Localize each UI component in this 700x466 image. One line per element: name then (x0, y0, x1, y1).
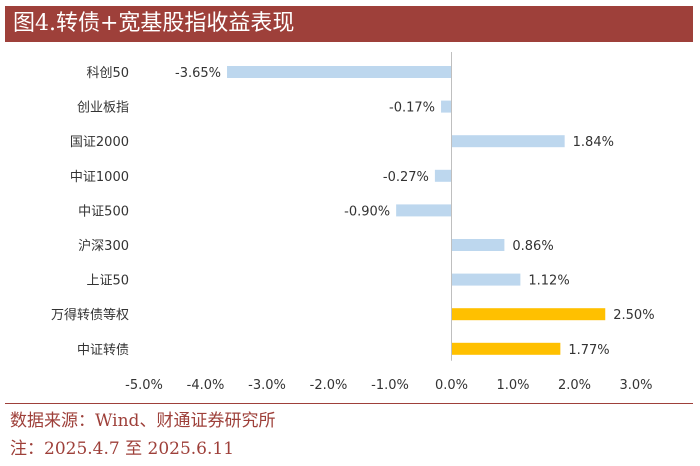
category-label: 中证转债 (77, 343, 129, 358)
bar (451, 135, 565, 148)
data-label: -3.65% (175, 66, 221, 81)
data-label: 1.12% (528, 274, 569, 289)
x-tick-label: 0.0% (435, 378, 468, 393)
category-label: 上证50 (86, 274, 129, 289)
x-tick-label: -2.0% (310, 378, 348, 393)
bar (227, 66, 452, 78)
category-label: 中证1000 (70, 170, 129, 185)
x-tick-label: -3.0% (248, 378, 286, 393)
bar (451, 273, 521, 286)
bar (441, 100, 452, 113)
category-label: 科创50 (86, 66, 129, 81)
bar (396, 204, 452, 217)
x-tick-label: -1.0% (371, 378, 409, 393)
category-label: 沪深300 (78, 238, 129, 254)
bar (451, 239, 505, 251)
data-label: -0.17% (389, 101, 435, 116)
category-label: 国证2000 (70, 135, 129, 150)
data-label: 0.86% (512, 239, 553, 254)
x-tick-label: 3.0% (619, 378, 652, 393)
x-tick-label: -5.0% (125, 378, 163, 393)
bar-chart: 科创50 -3.65% 创业板指 -0.17% 国证2000 1.84% 中证1000 -0.… (51, 52, 655, 393)
bar (451, 308, 606, 321)
title-bar: 图4.转债+宽基股指收益表现 (5, 6, 693, 42)
x-tick-label: -4.0% (187, 378, 225, 393)
bar (434, 169, 452, 182)
source-note: 数据来源：Wind、财通证券研究所 (10, 411, 276, 431)
divider (5, 403, 693, 404)
data-label: -0.27% (383, 170, 429, 185)
data-label: 1.84% (573, 135, 614, 150)
data-label: -0.90% (344, 204, 390, 219)
category-label: 中证500 (78, 204, 129, 219)
figure-title: 图4.转债+宽基股指收益表现 (13, 11, 295, 36)
bar (451, 342, 561, 355)
data-label: 2.50% (613, 308, 654, 323)
data-label: 1.77% (568, 343, 609, 358)
category-label: 创业板指 (77, 101, 129, 116)
x-tick-label: 1.0% (496, 378, 529, 393)
date-note: 注：2025.4.7 至 2025.6.11 (10, 439, 235, 459)
x-tick-label: 2.0% (558, 378, 591, 393)
category-label: 万得转债等权 (51, 307, 129, 323)
